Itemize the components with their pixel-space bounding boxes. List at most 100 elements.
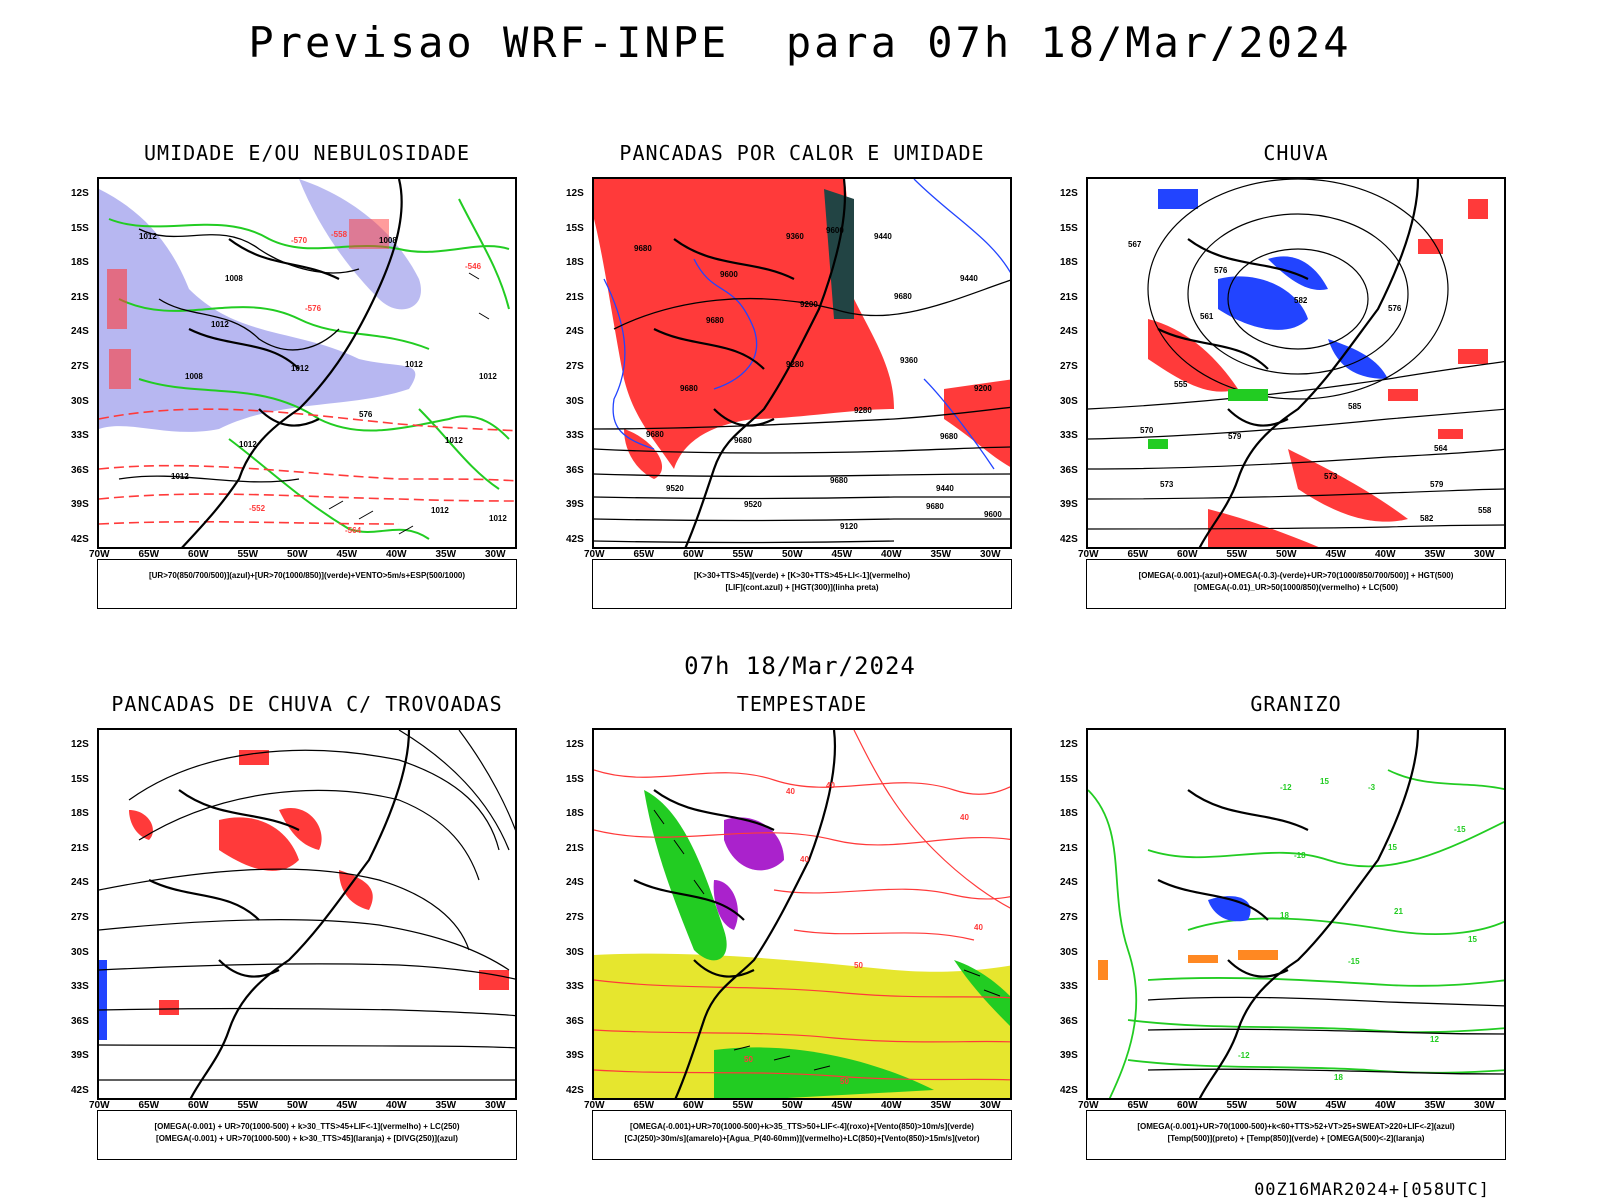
map-pancadas-calor-layer	[594, 179, 1010, 547]
lat-tick-label: 27S	[71, 912, 89, 923]
lat-tick-label: 36S	[1060, 1015, 1078, 1027]
jet-area	[594, 953, 1010, 1098]
lat-tick-label: 27S	[1060, 912, 1078, 923]
contour-label: 12	[1430, 1035, 1439, 1044]
lon-tick-label: 45W	[336, 1100, 358, 1111]
contour-label: 1008	[379, 236, 397, 245]
contour-label: 15	[1468, 935, 1477, 944]
contour-label: 576	[1214, 266, 1228, 275]
lat-tick-label: 33S	[1060, 981, 1078, 993]
lon-tick-label: 35W	[1424, 549, 1446, 560]
lon-tick-label: 65W	[633, 549, 655, 560]
contour-label: 9280	[786, 360, 804, 369]
run-timestamp: 00Z16MAR2024+[058UTC]	[1254, 1180, 1490, 1200]
lat-tick-label: 12S	[566, 188, 584, 199]
coastline	[148, 730, 411, 1098]
contour-label: 40	[786, 787, 795, 796]
lat-tick-label: 21S	[71, 842, 89, 854]
lon-tick-label: 30W	[485, 549, 506, 560]
contour-label: 1012	[405, 360, 423, 369]
contour-label: 1012	[139, 232, 157, 241]
lon-tick-label: 55W	[732, 549, 754, 560]
legend-umidade: [UR>70(850/700/500)](azul)+[UR>70(1000/8…	[97, 559, 517, 609]
rain-areas-blue	[1158, 189, 1388, 379]
lat-tick-label: 15S	[71, 773, 89, 785]
contour-label: 50	[840, 1077, 849, 1086]
contour-label: -12	[1280, 783, 1292, 792]
lat-tick-label: 42S	[71, 534, 89, 545]
coastline	[181, 179, 403, 547]
lon-tick-label: 45W	[831, 549, 853, 560]
temp500-lines	[1147, 996, 1504, 1075]
lat-tick-label: 36S	[71, 464, 89, 476]
contour-label: 40	[826, 781, 835, 790]
map-labels-4: 40 50 40 50 40 40 50 40	[744, 781, 983, 1086]
contour-label: -12	[1238, 1051, 1250, 1060]
lat-tick-label: 42S	[71, 1085, 89, 1096]
lon-tick-label: 35W	[1424, 1100, 1446, 1111]
contour-label: 9520	[744, 500, 762, 509]
humidity-area-upper	[99, 189, 416, 432]
page-subtitle: 07h 18/Mar/2024	[684, 652, 916, 680]
map-labels-0: 1012 1012 1012 1012 1008 1012 1012 1008 1012 1008…	[139, 230, 507, 535]
lat-tick-label: 30S	[71, 946, 89, 958]
lat-tick-label: 15S	[566, 222, 584, 234]
contour-label: 9680	[680, 384, 698, 393]
lat-tick-label: 24S	[1060, 877, 1078, 889]
panel-title: CHUVA	[1263, 141, 1329, 165]
contour-label: 1012	[239, 440, 257, 449]
lon-tick-label: 30W	[1474, 549, 1495, 560]
lat-tick-label: 24S	[566, 877, 584, 889]
lat-tick-label: 39S	[566, 1050, 584, 1062]
legend-line: [LIF](cont.azul) + [HGT(300)](linha pret…	[725, 583, 879, 592]
map-umidade-layer	[99, 179, 515, 547]
lon-tick-label: 35W	[930, 549, 952, 560]
contour-label: 9360	[786, 232, 804, 241]
streamlines	[1088, 179, 1504, 530]
map-granizo: -3 21 18 15 18 15 -12 -15 -12 -15 -18 12 15	[1086, 728, 1506, 1100]
lon-tick-label: 35W	[435, 1100, 457, 1111]
lon-tick-label: 70W	[584, 549, 605, 560]
lon-tick-label: 55W	[237, 549, 259, 560]
lon-tick-label: 35W	[435, 549, 457, 560]
lat-tick-label: 27S	[71, 361, 89, 372]
lat-tick-label: 18S	[71, 257, 89, 269]
legend-pancadas-calor: [K>30+TTS>45](verde) + [K>30+TTS>45+LI<-…	[592, 559, 1012, 609]
lat-tick-label: 18S	[566, 257, 584, 269]
lon-tick-label: 40W	[386, 1100, 407, 1111]
page-title: Previsao WRF-INPE para 07h 18/Mar/2024	[248, 18, 1352, 67]
legend-line: [Temp(500)](preto) + [Temp(850)](verde) …	[1167, 1134, 1425, 1143]
lat-tick-label: 36S	[566, 464, 584, 476]
lon-tick-label: 70W	[1078, 549, 1099, 560]
contour-label: 570	[1140, 426, 1154, 435]
lat-tick-label: 12S	[1060, 739, 1078, 750]
contour-label: 9680	[926, 502, 944, 511]
contour-label: 576	[1388, 304, 1402, 313]
humidity-contours-low	[108, 198, 510, 540]
lat-tick-label: 33S	[71, 430, 89, 442]
legend-line: [OMEGA(-0.001)+UR>70(1000-500)+k<60+TTS>…	[1137, 1122, 1455, 1131]
lon-tick-label: 65W	[633, 1100, 655, 1111]
map-chuva: 585 582 579 576 573 570 567 564 561 558 555 582 579 5…	[1086, 177, 1506, 549]
lat-tick-label: 30S	[566, 946, 584, 958]
lon-tick-label: 45W	[336, 549, 358, 560]
lon-tick-label: 70W	[1078, 1100, 1099, 1111]
lat-tick-label: 33S	[566, 430, 584, 442]
lon-tick-label: 65W	[138, 549, 160, 560]
lon-tick-label: 40W	[881, 1100, 902, 1111]
contour-label: -3	[1368, 783, 1376, 792]
legend-line: [OMEGA(-0.001) + UR>70(1000-500) + k>30_…	[156, 1134, 458, 1143]
storm-area-purple-2	[713, 880, 738, 930]
contour-label: 9200	[800, 300, 818, 309]
contour-label: 40	[960, 813, 969, 822]
contour-label: 9200	[974, 384, 992, 393]
omega-green	[1148, 389, 1268, 449]
lat-tick-label: 39S	[1060, 499, 1078, 511]
instability-area-south	[624, 429, 663, 479]
wind-vectors	[653, 809, 1001, 1071]
lon-tick-label: 70W	[584, 1100, 605, 1111]
contour-label: 21	[1394, 907, 1403, 916]
coastline	[1157, 730, 1420, 1098]
lon-tick-label: 30W	[980, 549, 1001, 560]
contour-label: -570	[291, 236, 308, 245]
